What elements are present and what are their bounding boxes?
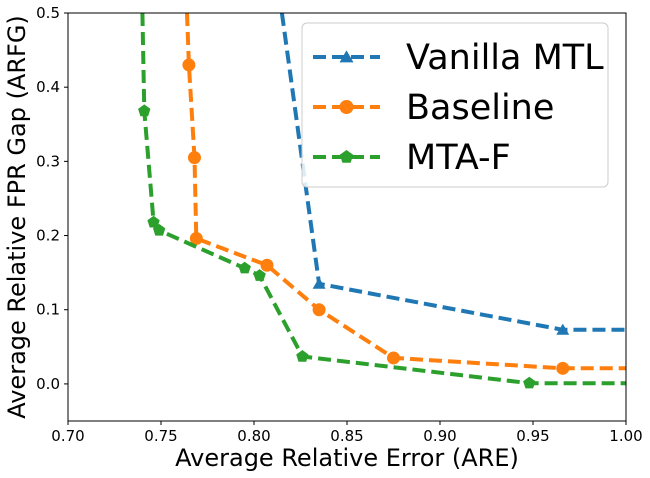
legend-marker-baseline: [339, 100, 354, 114]
series-line-baseline: [185, 13, 626, 371]
x-tick-label: 0.80: [237, 427, 270, 445]
axis-layer: 0.70 0.75 0.80 0.85 0.90 0.95 1.00 0.0 0.1 0.2 0.3…: [36, 4, 643, 445]
data-point-mta-f: [296, 350, 309, 362]
data-point-mta-f: [147, 215, 160, 228]
data-point-baseline: [387, 351, 400, 365]
data-point-vanilla-mtl: [312, 277, 326, 289]
x-tick-label: 0.85: [330, 427, 363, 445]
data-point-baseline: [187, 151, 201, 165]
data-point-mta-f: [153, 223, 166, 236]
legend-marker-mta-f: [339, 150, 354, 163]
y-tick-label: 0.1: [36, 301, 60, 319]
data-point-mta-f: [138, 104, 151, 117]
legend-label-vanilla-mtl: Vanilla MTL: [406, 38, 604, 78]
legend-marker-vanilla-mtl: [339, 50, 354, 63]
y-tick-label: 0.3: [36, 152, 60, 170]
data-point-vanilla-mtl: [556, 323, 570, 335]
data-point-baseline: [189, 232, 203, 246]
legend: Vanilla MTL Baseline MTA-F: [301, 22, 609, 188]
x-tick-label: 0.95: [516, 427, 549, 445]
x-tick-label: 0.90: [423, 427, 456, 445]
legend-label-mta-f: MTA-F: [406, 138, 511, 178]
data-point-mta-f: [238, 261, 251, 274]
data-point-mta-f: [523, 376, 536, 389]
data-point-baseline: [182, 58, 196, 72]
legend-box: [301, 22, 609, 188]
legend-label-baseline: Baseline: [406, 88, 554, 128]
data-point-baseline: [556, 361, 570, 375]
y-tick-label: 0.0: [36, 375, 60, 393]
series-layer: [138, 13, 626, 389]
y-axis-label: Average Relative FPR Gap (ARFG): [3, 15, 31, 419]
x-tick-label: 1.00: [609, 427, 642, 445]
data-point-baseline: [260, 258, 274, 272]
y-tick-label: 0.2: [36, 227, 60, 245]
y-tick-label: 0.5: [36, 4, 60, 22]
y-tick-label: 0.4: [36, 78, 60, 96]
x-tick-label: 0.75: [144, 427, 177, 445]
x-tick-label: 0.70: [51, 427, 84, 445]
data-point-mta-f: [253, 269, 266, 281]
x-axis-label: Average Relative Error (ARE): [175, 444, 519, 472]
data-point-baseline: [312, 303, 326, 317]
series-line-vanilla-mtl: [279, 13, 626, 332]
